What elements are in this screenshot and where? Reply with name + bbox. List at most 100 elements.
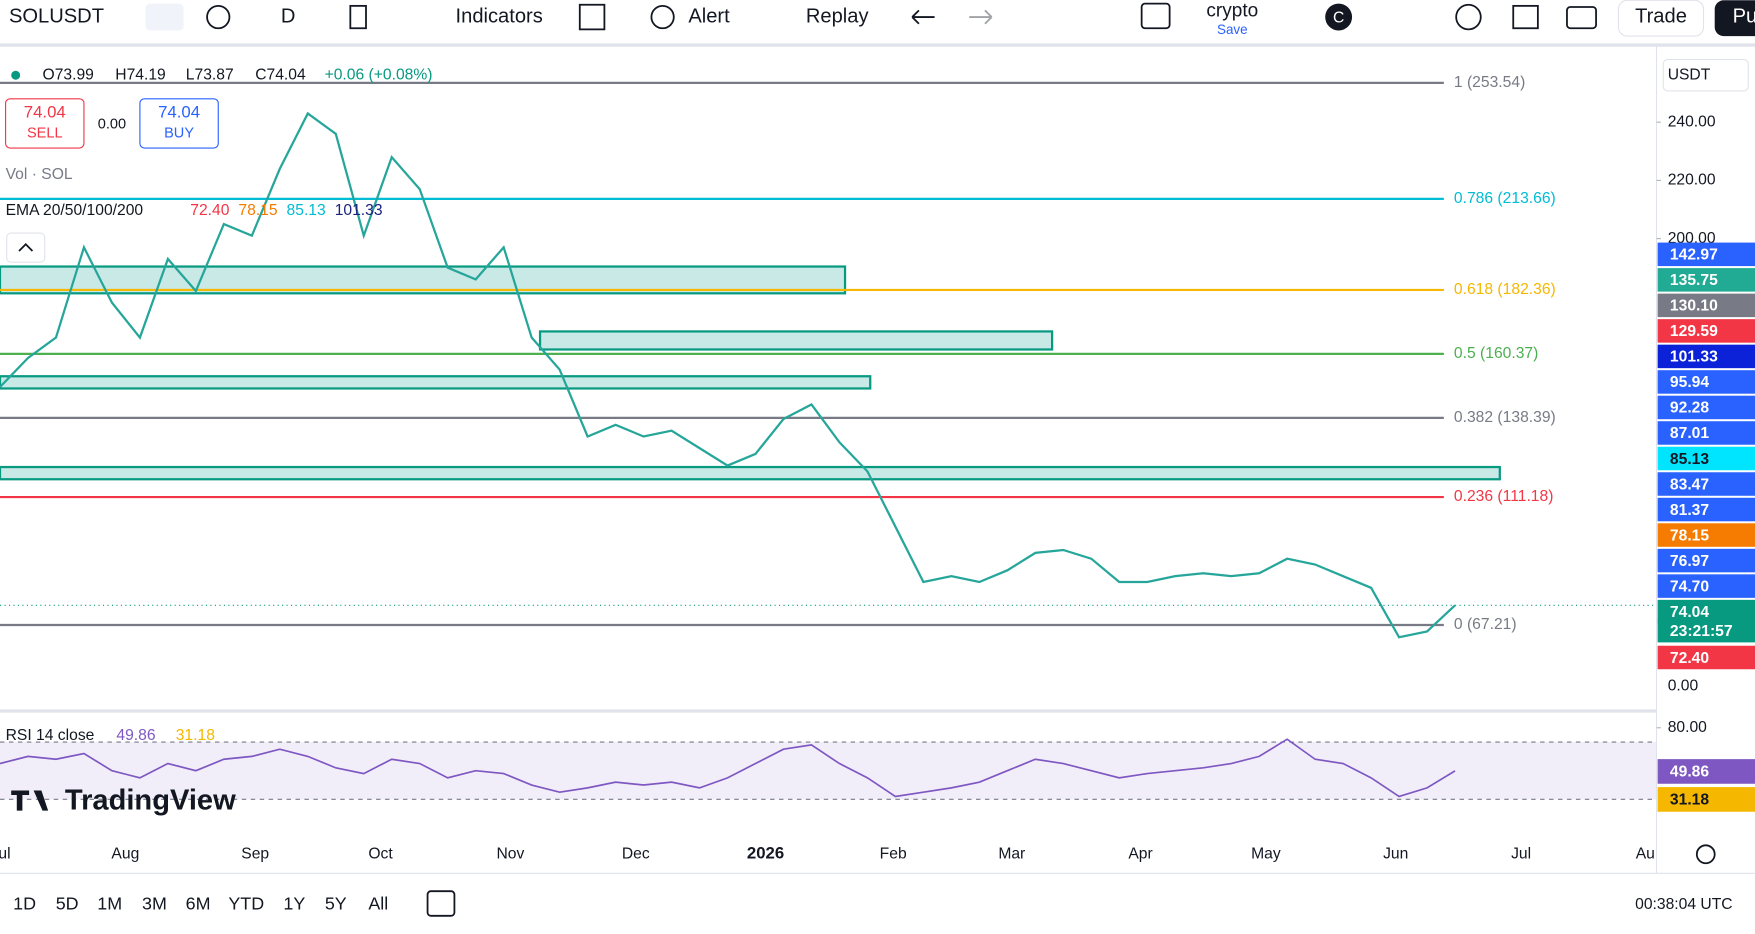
price-label: 74.70 [1670,578,1709,595]
sell-price[interactable]: 74.04 [24,103,66,122]
price-label: 23:21:57 [1670,623,1733,640]
price-label-bg [1657,242,1755,267]
price-label: 95.94 [1670,374,1709,391]
month-label: 2026 [747,844,784,863]
trade-button[interactable] [1617,0,1705,37]
layout-name[interactable]: crypto [1206,0,1258,21]
currency-box[interactable] [1662,59,1749,92]
price-label: 76.97 [1670,553,1709,570]
month-label: Aug [111,845,139,862]
y-tick-label: 220.00 [1668,172,1716,189]
range-button[interactable]: 6M [186,893,211,913]
sell-button[interactable] [5,98,85,149]
zone [538,330,1054,351]
fib-label: 0.236 (111.18) [1454,488,1554,505]
zone [0,465,1501,481]
timezone-icon[interactable] [1695,844,1716,865]
range-button[interactable]: 1M [97,893,122,913]
undo-icon[interactable] [911,9,935,25]
ema-value: 72.40 [190,202,229,219]
price-label-bg [1657,548,1755,573]
range-button[interactable]: 3M [142,893,167,913]
price-label-bg [1657,421,1755,445]
price-label-bg [1657,599,1755,624]
month-label: Oct [368,845,393,862]
rsi-ma-value: 31.18 [176,727,215,744]
interval[interactable]: D [281,5,296,27]
layout-icon[interactable] [1140,2,1171,30]
fib-label: 0.618 (182.36) [1454,281,1556,298]
settings-icon[interactable] [1455,3,1482,31]
currency[interactable]: USDT [1668,66,1711,83]
zone [0,375,872,390]
fib-label: 0.786 (213.66) [1454,190,1556,207]
sell[interactable]: SELL [27,125,63,141]
price-label: 72.40 [1670,650,1709,667]
price-label: 83.47 [1670,476,1709,493]
indicators[interactable]: Indicators [456,5,543,27]
rsi-label-bg [1657,759,1755,784]
range-button[interactable]: 1Y [283,893,305,913]
symbol[interactable]: SOLUSDT [9,5,104,27]
ema-value: 101.33 [335,202,383,219]
month-label: Mar [998,845,1025,862]
price-label-bg [1657,645,1755,670]
price-label: 101.33 [1670,349,1718,366]
screenshot-icon[interactable] [1566,6,1597,30]
ohlc-open: O73.99 [43,66,94,83]
price-label: 135.75 [1670,272,1718,289]
range-button[interactable]: 1D [13,893,36,913]
publish-button[interactable] [1714,0,1755,37]
price-label-bg [1657,370,1755,394]
rsi-label-bg [1657,787,1755,812]
ema-value: 78.15 [238,202,277,219]
alert[interactable]: Alert [688,5,730,27]
range-button[interactable]: 5D [56,893,79,913]
range-button[interactable]: 5Y [325,893,347,913]
month-label: Feb [880,845,907,862]
fullscreen-icon[interactable] [1512,4,1539,30]
replay[interactable]: Replay [806,5,870,27]
month-label: May [1251,845,1281,862]
clock: 00:38:04 UTC [1635,896,1732,913]
redo-icon[interactable] [969,9,993,25]
price-label: 129.59 [1670,323,1718,340]
rsi-label: 49.86 [1670,764,1709,781]
fib-label: 1 (253.54) [1454,74,1525,91]
volume-legend: Vol · SOL [6,166,73,183]
save[interactable]: Save [1217,22,1248,37]
avatar-bg[interactable] [1325,3,1353,31]
range-button[interactable]: All [368,893,388,913]
ohlc-high: H74.19 [115,66,166,83]
price-label-bg [1657,523,1755,547]
alert-icon[interactable] [650,4,675,30]
spread: 0.00 [98,116,126,132]
month-label: Jul [1511,845,1531,862]
rsi-line [0,738,1456,798]
y-tick-label: 240.00 [1668,113,1716,130]
plot: 1 (253.54) 0.786 (213.66) 0.618 (182.36) 0.… [0,74,1657,800]
logo-icon [11,790,49,811]
trade[interactable]: Trade [1635,5,1687,27]
buy[interactable]: BUY [164,125,194,141]
add-icon[interactable] [206,4,231,30]
rsi-legend: RSI 14 close [6,727,95,744]
collapse-button[interactable] [6,232,46,263]
ohlc-change: +0.06 (+0.08%) [325,66,433,83]
overlay: USDT O73.99 H74.19 L73.87 C74.04 +0.06 (… [0,45,1755,917]
collapse-icon[interactable] [18,243,34,252]
publish[interactable]: Pu [1733,5,1755,27]
rsi-value: 49.86 [116,727,155,744]
price-label-bg [1657,472,1755,496]
month-label: ul [0,845,11,862]
price-label-bg [1657,344,1755,369]
templates-icon[interactable] [578,3,606,31]
buy-price[interactable]: 74.04 [158,103,200,122]
buy-button[interactable] [139,98,219,149]
avatar[interactable]: C [1333,9,1344,26]
range-button[interactable]: YTD [228,893,264,913]
date-range-icon[interactable] [426,890,456,917]
month-label: Apr [1128,845,1152,862]
month-label: Dec [622,845,650,862]
chart-type-icon[interactable] [349,4,367,30]
